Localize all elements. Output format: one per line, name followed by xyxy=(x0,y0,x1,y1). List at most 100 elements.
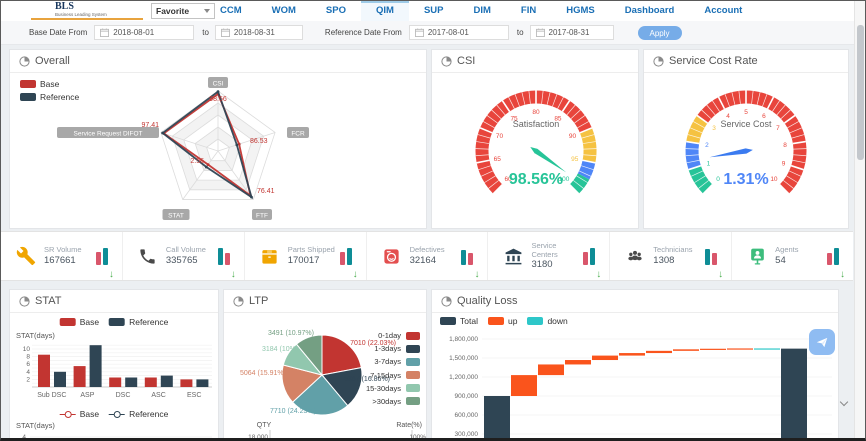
reference-date-from-value: 2017-08-01 xyxy=(427,28,469,37)
to-label: to xyxy=(202,28,209,37)
stat-line-legend: Base Reference xyxy=(59,409,168,419)
svg-text:7: 7 xyxy=(776,125,780,132)
legend-label: 7-15days xyxy=(370,370,401,380)
legend-label: >30days xyxy=(372,396,401,406)
tab-sup[interactable]: SUP xyxy=(423,5,444,16)
svg-text:5064 (15.91%): 5064 (15.91%) xyxy=(240,370,286,377)
tab-wom[interactable]: WOM xyxy=(271,5,296,16)
base-date-to-input[interactable]: 2018-08-31 xyxy=(214,25,303,40)
scrollbar-thumb[interactable] xyxy=(857,25,864,160)
legend-item-1-3days[interactable]: 1-3days xyxy=(366,344,420,353)
svg-text:100: 100 xyxy=(559,176,570,183)
svg-text:4: 4 xyxy=(26,369,30,376)
svg-text:70: 70 xyxy=(496,133,504,140)
svg-text:8: 8 xyxy=(26,354,30,361)
share-fab-button[interactable] xyxy=(809,329,835,355)
legend-label: down xyxy=(547,316,568,326)
legend-item-total[interactable]: Total xyxy=(440,316,478,326)
to-label: to xyxy=(516,28,524,37)
top-nav: BLS Business Leading System Favorite CCM… xyxy=(1,1,865,22)
legend-item-30days-plus[interactable]: >30days xyxy=(366,397,420,406)
kpi-label: Call Volume xyxy=(165,245,206,255)
calendar-icon xyxy=(220,28,230,37)
defective-machine-icon xyxy=(381,245,403,267)
favorite-dropdown[interactable]: Favorite xyxy=(151,3,215,19)
legend-item-reference-line[interactable]: Reference xyxy=(109,409,168,419)
legend-item-base[interactable]: Base xyxy=(59,317,99,327)
apply-button[interactable]: Apply xyxy=(637,25,682,40)
svg-text:8: 8 xyxy=(783,142,787,149)
wrench-icon xyxy=(15,245,37,267)
svg-text:Satisfaction: Satisfaction xyxy=(513,119,560,129)
svg-text:ESC: ESC xyxy=(187,392,201,399)
legend-item-base-line[interactable]: Base xyxy=(59,409,99,419)
legend-swatch xyxy=(20,93,36,101)
stat-bar-legend: Base Reference xyxy=(59,317,168,327)
kpi-strip: SR Volume 167661 ↓ Call Volume 335765 ↓ Pa… xyxy=(1,231,853,281)
legend-item-3-7days[interactable]: 3-7days xyxy=(366,357,420,366)
svg-text:QTY: QTY xyxy=(257,422,272,429)
pie-clock-icon xyxy=(441,55,452,67)
chevron-down-icon[interactable] xyxy=(840,399,847,406)
svg-text:ASC: ASC xyxy=(151,392,165,399)
pie-clock-icon xyxy=(19,55,30,67)
reference-date-to-input[interactable]: 2017-08-31 xyxy=(529,25,614,40)
kpi-sr-volume: SR Volume 167661 ↓ xyxy=(1,232,123,280)
kpi-technicians: Technicians 1308 ↓ xyxy=(610,232,733,280)
legend-swatch xyxy=(406,371,420,380)
svg-text:3184 (10%): 3184 (10%) xyxy=(262,346,298,353)
legend-item-7-15days[interactable]: 7-15days xyxy=(366,371,420,380)
svg-text:60: 60 xyxy=(504,176,512,183)
kpi-service-centers: Service Centers 3180 ↓ xyxy=(488,232,611,280)
tab-ccm[interactable]: CCM xyxy=(220,5,242,16)
legend-swatch xyxy=(406,397,420,406)
kpi-value: 170017 xyxy=(287,254,320,266)
legend-item-reference[interactable]: Reference xyxy=(109,317,168,327)
legend-item-0-1day[interactable]: 0-1day xyxy=(366,331,420,340)
svg-text:DSC: DSC xyxy=(116,392,131,399)
tab-fin[interactable]: FIN xyxy=(520,5,537,16)
base-date-from-input[interactable]: 2018-08-01 xyxy=(94,25,195,40)
legend-item-up[interactable]: up xyxy=(487,316,517,326)
legend-item-15-30days[interactable]: 15-30days xyxy=(366,384,420,393)
logo-subtitle: Business Leading System xyxy=(55,12,107,17)
ltp-panel: LTP 3491 (10.97%) 7010 (22.03%) 3184 (10%)… xyxy=(223,289,427,441)
kpi-mini-bars xyxy=(461,247,474,265)
tab-dim[interactable]: DIM xyxy=(473,5,491,16)
kpi-value: 167661 xyxy=(44,254,76,266)
svg-text:1,200,000: 1,200,000 xyxy=(449,374,478,381)
svg-text:2.56: 2.56 xyxy=(190,158,204,165)
reference-date-from-input[interactable]: 2017-08-01 xyxy=(408,25,509,40)
tab-account[interactable]: Account xyxy=(704,5,743,16)
tab-dashboard[interactable]: Dashboard xyxy=(624,5,675,16)
stat-line-y-axis-label: STAT(days) xyxy=(16,421,55,430)
svg-text:600,000: 600,000 xyxy=(455,412,479,419)
legend-item-base[interactable]: Base xyxy=(20,79,59,89)
kpi-value: 3180 xyxy=(531,259,553,271)
svg-text:7010 (22.03%): 7010 (22.03%) xyxy=(350,340,396,347)
tab-qim[interactable]: QIM xyxy=(360,1,409,21)
svg-text:STAT: STAT xyxy=(168,213,184,220)
svg-text:95: 95 xyxy=(571,156,579,163)
kpi-value: 54 xyxy=(775,254,786,266)
overall-radar-chart: CSI FCR FTF STAT Service Request DIFOT 98.56 8… xyxy=(57,77,309,220)
csi-panel-header: CSI xyxy=(432,50,638,73)
base-date-from-value: 2018-08-01 xyxy=(113,28,155,37)
legend-item-reference[interactable]: Reference xyxy=(20,92,79,102)
kpi-value: 32164 xyxy=(409,254,436,266)
logo-title: BLS xyxy=(55,1,74,12)
svg-text:Service Request DIFOT: Service Request DIFOT xyxy=(74,131,143,138)
legend-label: Reference xyxy=(129,317,169,327)
kpi-parts-shipped: Parts Shipped 170017 ↓ xyxy=(245,232,367,280)
overall-panel: Overall CSI FCR FTF STAT Service Request DIF… xyxy=(9,49,427,229)
pie-clock-icon xyxy=(233,295,244,307)
panel-title: Overall xyxy=(35,55,70,67)
svg-text:86.53: 86.53 xyxy=(250,138,268,145)
trend-down-icon: ↓ xyxy=(840,269,846,280)
panel-title: CSI xyxy=(457,55,476,67)
legend-item-down[interactable]: down xyxy=(527,316,568,326)
tab-hgms[interactable]: HGMS xyxy=(566,5,595,16)
svg-text:100%: 100% xyxy=(409,434,426,441)
tab-spo[interactable]: SPO xyxy=(325,5,346,16)
